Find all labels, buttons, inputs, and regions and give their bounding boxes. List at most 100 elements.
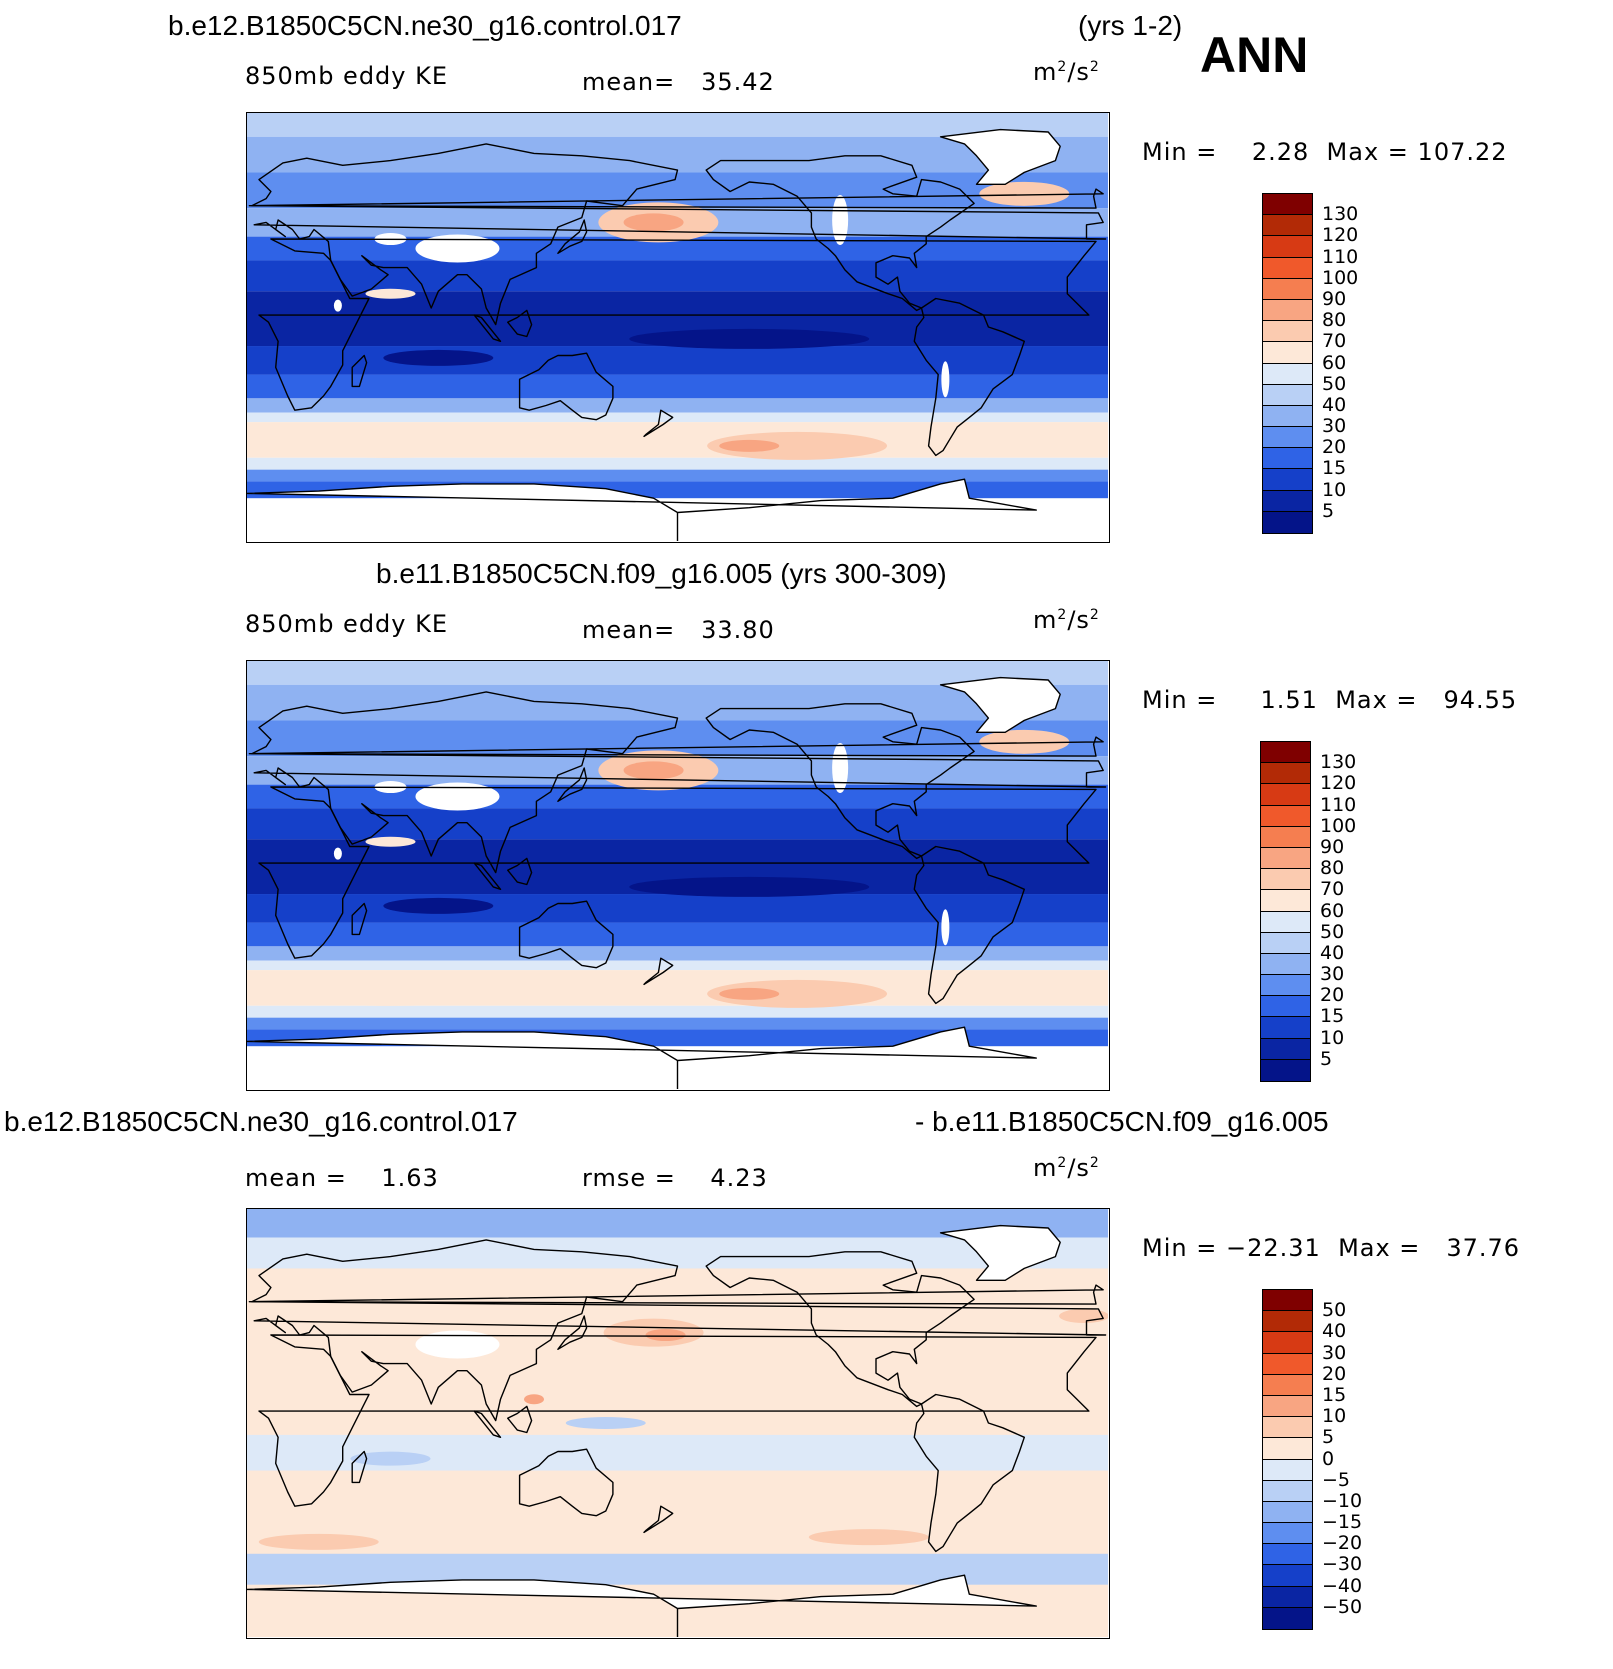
colorbar-tick-label: 5	[1322, 1426, 1335, 1449]
field-band	[247, 922, 1108, 947]
colorbar-tick-label: 50	[1322, 372, 1347, 395]
colorbar-tick-label: 20	[1322, 1362, 1347, 1385]
colorbar-tick-label: 5	[1320, 1047, 1333, 1070]
colorbar-tick-label: 20	[1320, 984, 1345, 1007]
colorbar-swatch	[1261, 932, 1310, 954]
colorbar-swatch	[1263, 469, 1312, 491]
terrain-mask	[333, 299, 342, 312]
colorbar-tick-label: 0	[1322, 1447, 1335, 1470]
colorbar-tick-label: 15	[1320, 1005, 1345, 1028]
colorbar-swatch	[1261, 826, 1310, 848]
colorbar-swatch	[1261, 953, 1310, 976]
diff-blob	[1059, 1309, 1108, 1323]
colorbar-swatch	[1263, 1586, 1312, 1608]
colorbar-swatch	[1263, 1438, 1312, 1460]
colorbar-swatch	[1261, 911, 1310, 933]
coastline	[473, 1410, 502, 1439]
field-band	[247, 946, 1108, 961]
terrain-mask	[333, 847, 342, 860]
colorbar-tick-label: 110	[1322, 245, 1359, 268]
field-band	[247, 260, 1108, 292]
colorbar-tick-label: −40	[1322, 1574, 1363, 1597]
storm-track	[979, 181, 1070, 206]
colorbar-swatch	[1263, 278, 1312, 300]
coastline	[247, 1026, 1037, 1089]
storm-track	[707, 431, 888, 460]
diff-blob	[350, 1451, 431, 1466]
panel2-mean: mean= 33.80	[582, 616, 775, 644]
coastline	[643, 1505, 674, 1534]
colorbar-tick-label: 5	[1322, 499, 1335, 522]
colorbar-tick-label: 60	[1322, 351, 1347, 374]
colorbar-swatch	[1263, 511, 1312, 533]
coastline	[557, 767, 588, 803]
field-band	[247, 374, 1108, 399]
colorbar-swatch	[1263, 194, 1312, 216]
coastline	[473, 862, 502, 891]
terrain-mask	[832, 743, 849, 793]
colorbar-swatch	[1261, 996, 1310, 1018]
panel3-colorbar	[1262, 1289, 1313, 1630]
coastline	[913, 845, 1025, 1005]
field-band	[247, 172, 1108, 209]
panel3-case-left: b.e12.B1850C5CN.ne30_g16.control.017	[4, 1106, 518, 1137]
panel3-units: m2/s2	[1033, 1154, 1100, 1182]
colorbar-tick-label: 10	[1322, 1405, 1347, 1428]
coastline	[913, 1393, 1025, 1553]
coastline	[251, 143, 1107, 326]
colorbar-tick-label: −10	[1322, 1489, 1363, 1512]
diff-blob	[524, 1394, 544, 1405]
colorbar-tick-label: 80	[1320, 857, 1345, 880]
colorbar-tick-label: 10	[1322, 478, 1347, 501]
colorbar-swatch	[1263, 321, 1312, 343]
coastline	[939, 1224, 1061, 1282]
panel1-years: (yrs 1-2)	[1078, 10, 1183, 41]
tropical-min	[383, 897, 494, 914]
coastline	[705, 155, 975, 312]
colorbar-tick-label: 100	[1322, 266, 1359, 289]
colorbar-swatch	[1263, 342, 1312, 364]
colorbar-tick-label: 120	[1322, 224, 1359, 247]
colorbar-swatch	[1261, 975, 1310, 997]
storm-track	[280, 433, 501, 458]
field-band	[247, 720, 1108, 757]
panel2-units: m2/s2	[1033, 606, 1100, 634]
colorbar-swatch	[1261, 1059, 1310, 1081]
coastline	[351, 902, 368, 936]
panel3-rmse: rmse = 4.23	[582, 1164, 768, 1192]
season-label: ANN	[1200, 27, 1309, 83]
colorbar-swatch	[1263, 1417, 1312, 1439]
colorbar-tick-label: 130	[1322, 203, 1359, 226]
panel1-minmax: Min = 2.28 Max = 107.22	[1142, 138, 1508, 166]
coastline	[518, 352, 614, 421]
coastline	[473, 314, 502, 343]
colorbar-tick-label: 30	[1322, 1341, 1347, 1364]
coastline	[939, 676, 1061, 734]
colorbar-swatch	[1263, 405, 1312, 428]
colorbar-swatch	[1263, 363, 1312, 385]
coastline	[557, 219, 588, 255]
coastline	[643, 957, 674, 986]
colorbar-swatch	[1261, 784, 1310, 806]
colorbar-swatch	[1261, 805, 1310, 827]
tropical-min	[629, 876, 870, 897]
colorbar-swatch	[1263, 1459, 1312, 1481]
panel2-variable: 850mb eddy KE	[245, 610, 449, 638]
colorbar-swatch	[1263, 384, 1312, 406]
field-band	[247, 894, 1108, 923]
coastline	[247, 1574, 1037, 1637]
panel1-colorbar	[1262, 193, 1313, 534]
diff-blob	[645, 1329, 686, 1342]
colorbar-swatch	[1263, 1544, 1312, 1566]
coastline	[251, 1239, 1107, 1422]
somali-jet	[365, 836, 416, 847]
coastline	[248, 736, 1104, 757]
storm-track	[719, 987, 780, 1000]
field-band	[247, 808, 1108, 840]
colorbar-swatch	[1263, 215, 1312, 237]
colorbar-swatch	[1263, 236, 1312, 258]
field-band	[247, 661, 1108, 685]
colorbar-swatch	[1263, 1501, 1312, 1524]
storm-track	[979, 729, 1070, 754]
colorbar-tick-label: 120	[1320, 772, 1357, 795]
